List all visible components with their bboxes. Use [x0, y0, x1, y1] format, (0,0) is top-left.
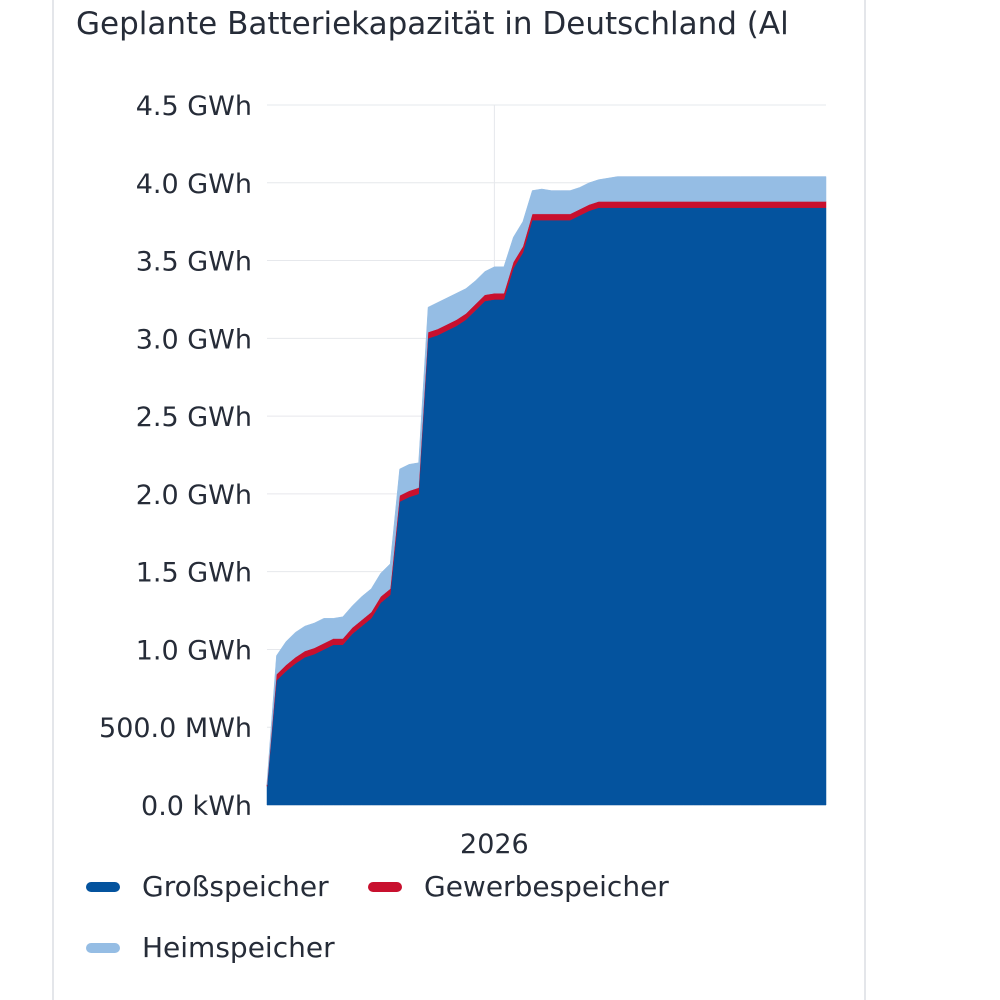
legend-swatch-grossspeicher	[86, 881, 120, 892]
legend-item-grossspeicher[interactable]: Großspeicher	[86, 870, 329, 903]
x-tick-label: 2026	[460, 829, 529, 860]
legend-swatch-heimspeicher	[86, 942, 120, 953]
y-tick-label: 0.0 kWh	[141, 791, 252, 822]
y-tick-label: 3.5 GWh	[136, 247, 252, 278]
legend-label: Großspeicher	[142, 870, 329, 903]
chart-plot: 0.0 kWh 500.0 MWh 1.0 GWh 1.5 GWh 2.0 GWh 2.5…	[99, 91, 827, 860]
chart-title: Geplante Batteriekapazität in Deutschlan…	[76, 6, 789, 42]
y-tick-label: 3.0 GWh	[136, 324, 252, 355]
chart-card: Geplante Batteriekapazität in Deutschlan…	[52, 0, 866, 1000]
y-tick-label: 2.0 GWh	[136, 480, 252, 511]
legend-item-heimspeicher[interactable]: Heimspeicher	[86, 931, 335, 964]
area-series-grossspeicher	[266, 207, 827, 806]
y-tick-label: 4.0 GWh	[136, 169, 252, 200]
legend-swatch-gewerbespeicher	[368, 881, 402, 892]
legend-item-gewerbespeicher[interactable]: Gewerbespeicher	[368, 870, 669, 903]
y-tick-label: 1.5 GWh	[136, 558, 252, 589]
legend-label: Gewerbespeicher	[424, 870, 669, 903]
y-tick-label: 1.0 GWh	[136, 635, 252, 666]
axis-labels: 0.0 kWh 500.0 MWh 1.0 GWh 1.5 GWh 2.0 GWh 2.5…	[99, 91, 529, 860]
y-tick-label: 4.5 GWh	[136, 91, 252, 122]
area-series-group	[266, 176, 827, 806]
y-tick-label: 2.5 GWh	[136, 402, 252, 433]
legend-label: Heimspeicher	[142, 931, 335, 964]
area-series-heimspeicher	[266, 176, 827, 785]
y-tick-label: 500.0 MWh	[99, 713, 252, 744]
